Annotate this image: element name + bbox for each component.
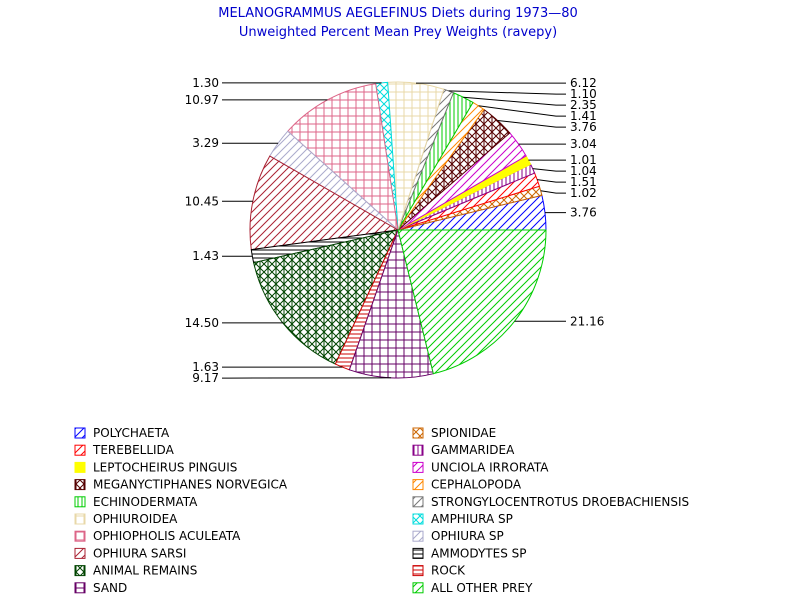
legend: POLYCHAETA SPIONIDAE TEREBELLIDA GAMMARIDEA…: [74, 426, 689, 595]
legend-item: SPIONIDAE: [412, 426, 496, 440]
legend-swatch: [412, 496, 424, 508]
legend-label: OPHIURA SP: [431, 529, 504, 543]
legend-label: LEPTOCHEIRUS PINGUIS: [93, 460, 237, 474]
chart-subtitle: Unweighted Percent Mean Prey Weights (ra…: [239, 25, 557, 40]
slice-label: 14.50: [185, 316, 219, 330]
legend-item: UNCIOLA IRRORATA: [412, 460, 549, 474]
legend-item: OPHIURA SARSI: [74, 546, 186, 560]
pie-slice: [348, 228, 435, 379]
legend-label: ECHINODERMATA: [93, 495, 198, 509]
leader-line: [497, 120, 566, 128]
legend-label: SPIONIDAE: [431, 426, 496, 440]
legend-item: GAMMARIDEA: [412, 443, 515, 457]
slice-label: 1.41: [570, 109, 597, 123]
leader-line: [463, 96, 566, 106]
legend-swatch: [412, 565, 424, 577]
legend-swatch: [74, 444, 86, 456]
slice-label: 1.10: [570, 87, 597, 101]
legend-swatch: [412, 513, 424, 525]
slice-label: 1.63: [192, 360, 219, 374]
legend-swatch: [74, 496, 86, 508]
leader-line: [448, 90, 566, 95]
legend-item: ALL OTHER PREY: [412, 581, 533, 595]
legend-swatch: [74, 427, 86, 439]
legend-swatch: [412, 530, 424, 542]
legend-item: MEGANYCTIPHANES NORVEGICA: [74, 478, 288, 492]
slice-label: 1.30: [192, 76, 219, 90]
slice-label: 3.04: [570, 137, 597, 151]
legend-item: AMMODYTES SP: [412, 546, 526, 560]
legend-swatch: [74, 547, 86, 559]
chart-title: MELANOGRAMMUS AEGLEFINUS Diets during 19…: [218, 6, 578, 21]
slice-label: 1.51: [570, 175, 597, 189]
legend-swatch: [412, 582, 424, 594]
slice-label: 3.29: [192, 136, 219, 150]
legend-item: STRONGYLOCENTROTUS DROEBACHIENSIS: [412, 495, 689, 509]
legend-item: ECHINODERMATA: [74, 495, 198, 509]
legend-item: TEREBELLIDA: [74, 443, 175, 457]
slice-label: 1.02: [570, 186, 597, 200]
leader-line: [540, 190, 566, 194]
legend-item: SAND: [74, 581, 127, 595]
legend-label: SAND: [93, 581, 127, 595]
legend-item: LEPTOCHEIRUS PINGUIS: [74, 460, 237, 474]
slice-label: 3.76: [570, 120, 597, 134]
legend-label: CEPHALOPODA: [431, 478, 522, 492]
legend-item: ROCK: [412, 564, 466, 578]
legend-swatch: [412, 444, 424, 456]
slice-label: 1.43: [192, 249, 219, 263]
pie-slices: [249, 81, 547, 379]
legend-swatch: [412, 479, 424, 491]
slice-label: 1.04: [570, 164, 597, 178]
leader-line: [532, 168, 566, 172]
slice-label: 21.16: [570, 314, 604, 328]
legend-swatch: [412, 461, 424, 473]
legend-swatch: [74, 461, 86, 473]
legend-label: UNCIOLA IRRORATA: [431, 460, 549, 474]
legend-swatch: [412, 547, 424, 559]
pie-slice: [249, 155, 400, 251]
legend-label: OPHIOPHOLIS ACULEATA: [93, 529, 241, 543]
pie-slice: [397, 229, 547, 375]
legend-label: AMPHIURA SP: [431, 512, 513, 526]
legend-label: OPHIURA SARSI: [93, 546, 186, 560]
slice-label: 10.45: [185, 194, 219, 208]
leader-line: [478, 105, 566, 117]
legend-label: ALL OTHER PREY: [431, 581, 533, 595]
slice-labels: 6.121.102.351.413.763.041.011.041.511.02…: [185, 76, 605, 385]
slice-label: 1.01: [570, 153, 597, 167]
legend-item: ANIMAL REMAINS: [74, 564, 197, 578]
legend-item: POLYCHAETA: [74, 426, 170, 440]
legend-label: AMMODYTES SP: [431, 546, 526, 560]
slice-label: 9.17: [192, 371, 219, 385]
legend-swatch: [74, 513, 86, 525]
pie-slice: [287, 83, 399, 232]
legend-label: MEGANYCTIPHANES NORVEGICA: [93, 478, 288, 492]
legend-item: OPHIOPHOLIS ACULEATA: [74, 529, 241, 543]
legend-label: ROCK: [431, 564, 466, 578]
legend-swatch: [74, 582, 86, 594]
slice-label: 2.35: [570, 98, 597, 112]
legend-swatch: [412, 427, 424, 439]
slice-label: 3.76: [570, 206, 597, 220]
legend-swatch: [74, 479, 86, 491]
legend-item: AMPHIURA SP: [412, 512, 513, 526]
legend-label: STRONGYLOCENTROTUS DROEBACHIENSIS: [431, 495, 689, 509]
legend-swatch: [74, 565, 86, 577]
slice-label: 10.97: [185, 93, 219, 107]
legend-swatch: [74, 530, 86, 542]
legend-item: OPHIURA SP: [412, 529, 504, 543]
leader-line: [537, 179, 566, 183]
legend-item: OPHIUROIDEA: [74, 512, 178, 526]
legend-label: ANIMAL REMAINS: [93, 564, 197, 578]
legend-label: TEREBELLIDA: [92, 443, 175, 457]
legend-label: GAMMARIDEA: [431, 443, 515, 457]
legend-label: OPHIUROIDEA: [93, 512, 178, 526]
legend-item: CEPHALOPODA: [412, 478, 522, 492]
legend-label: POLYCHAETA: [93, 426, 170, 440]
slice-label: 6.12: [570, 76, 597, 90]
